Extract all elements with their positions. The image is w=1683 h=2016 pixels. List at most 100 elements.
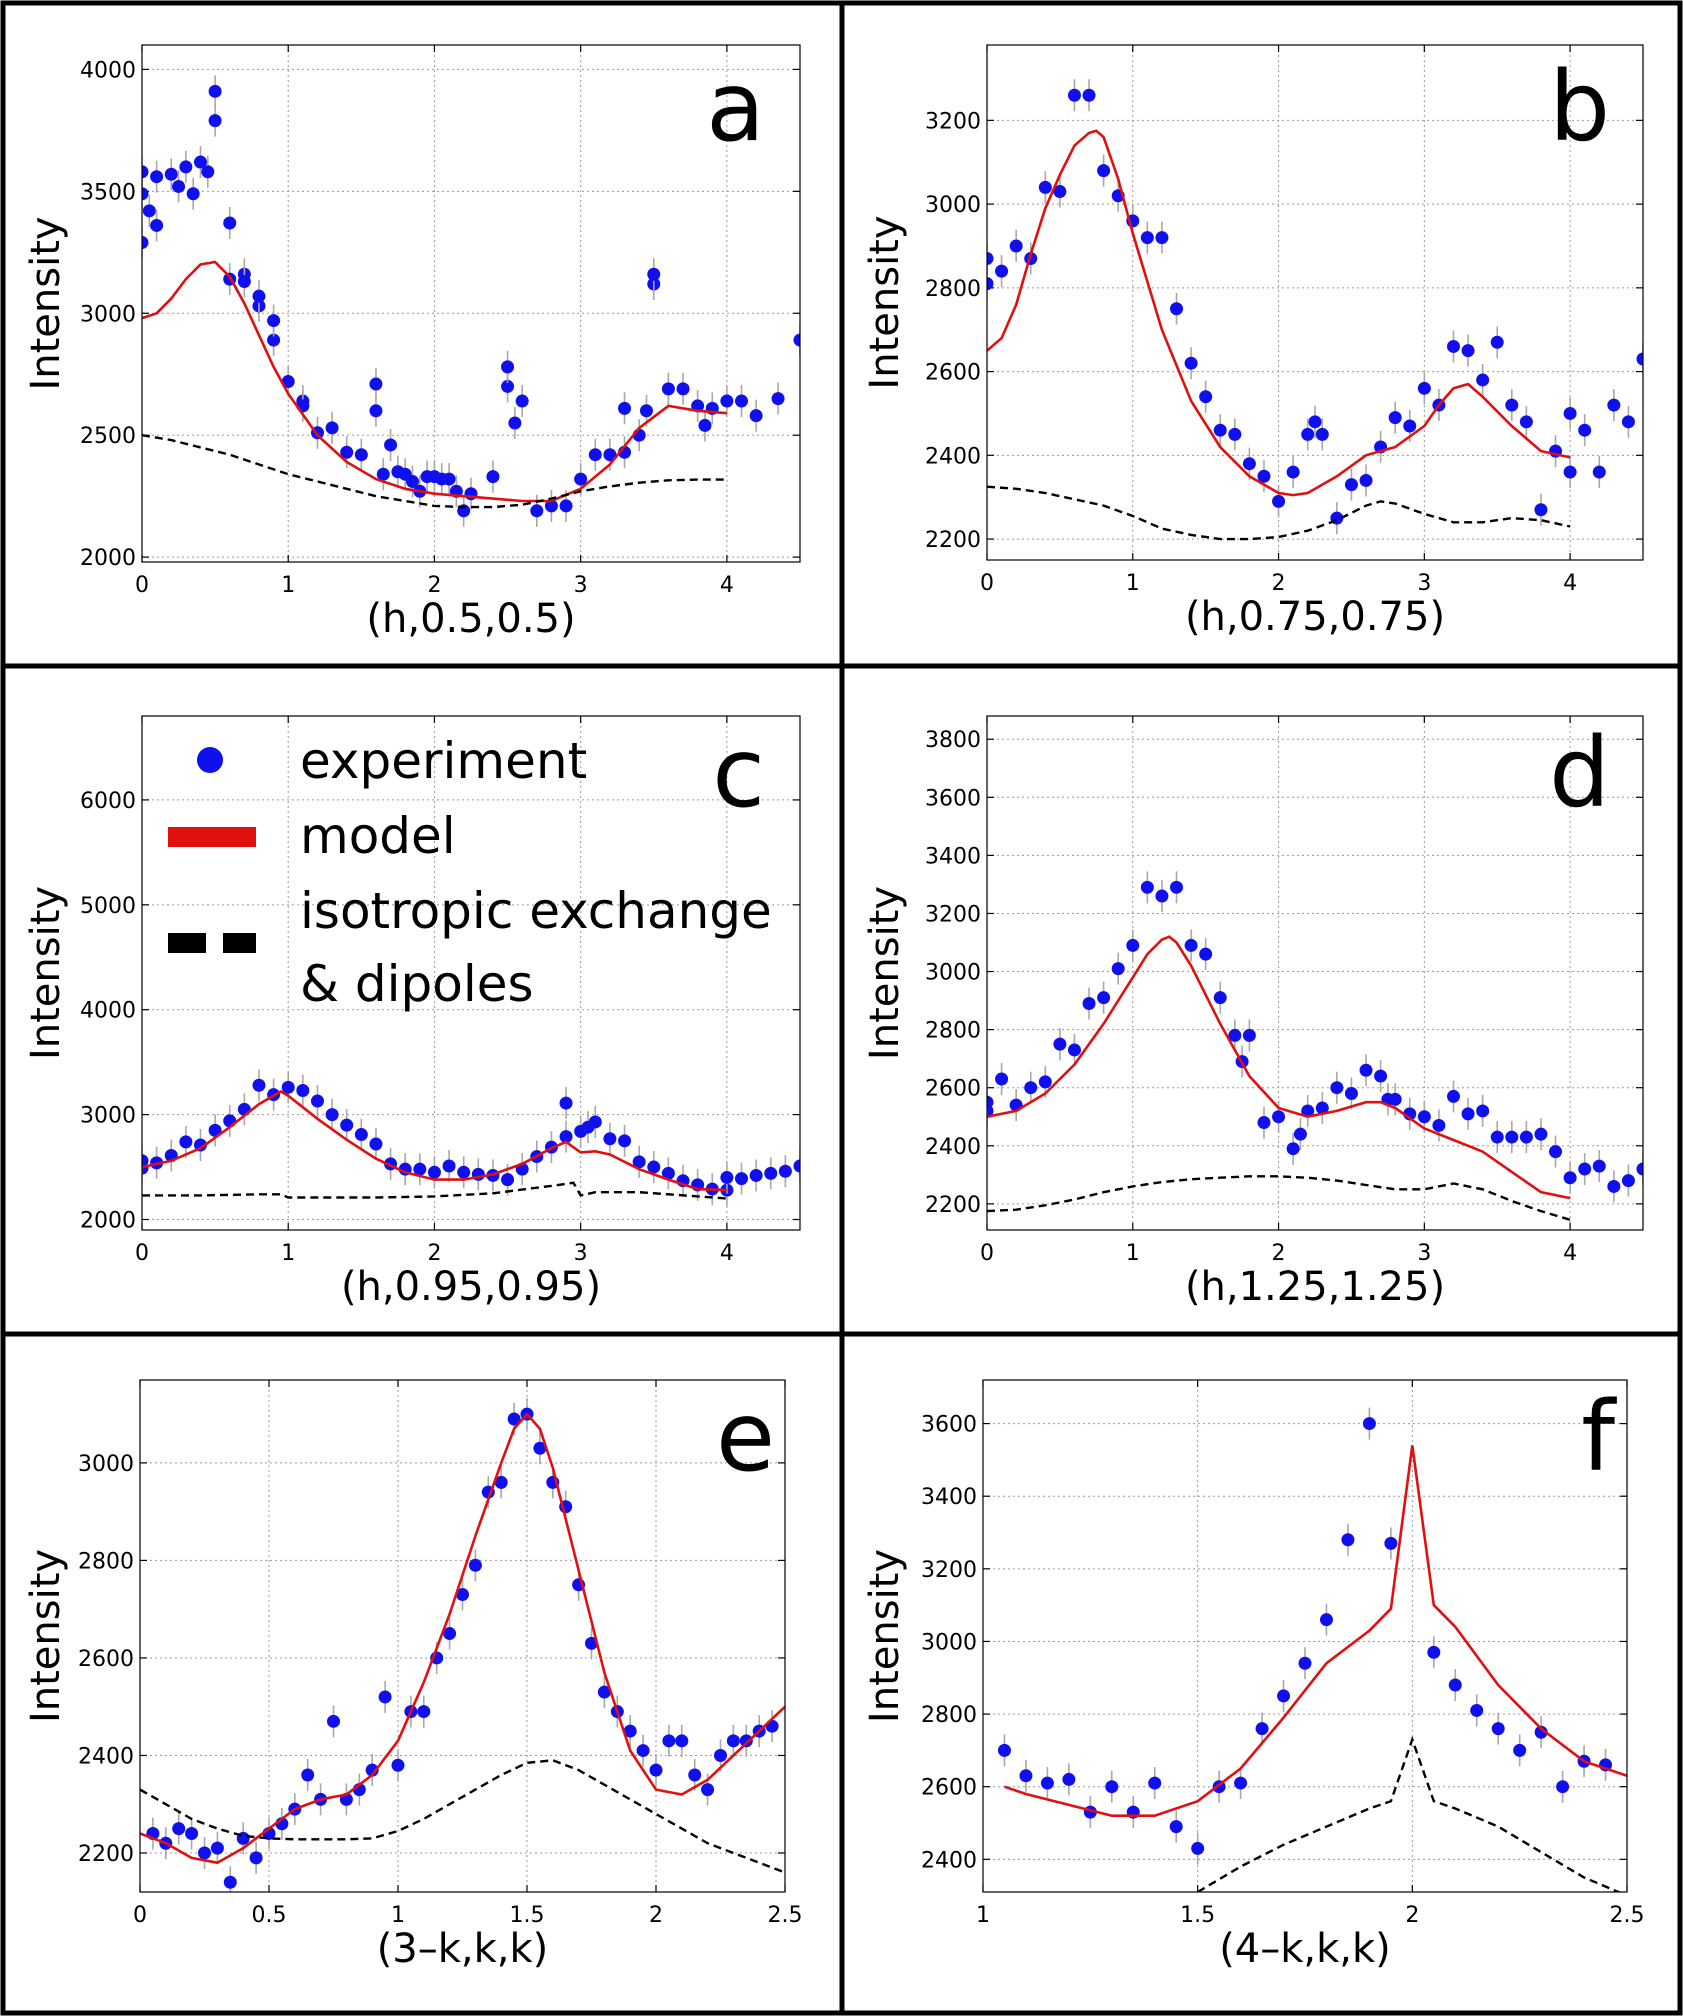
x-tick-label: 2.5 (768, 1903, 803, 1928)
data-point (142, 204, 156, 218)
model-line (142, 1090, 727, 1192)
y-tick-label: 2200 (925, 528, 981, 553)
data-point (1038, 1075, 1052, 1089)
data-point (1476, 373, 1490, 387)
plot-frame (982, 1379, 1628, 1893)
x-tick-label: 2 (1272, 1241, 1286, 1266)
data-point (1301, 427, 1315, 441)
data-point (1228, 427, 1242, 441)
data-point (1148, 1776, 1162, 1790)
data-point (365, 1763, 379, 1777)
data-point (720, 1171, 734, 1185)
data-point (559, 1130, 573, 1144)
data-point (1255, 1722, 1269, 1736)
data-point (649, 1763, 663, 1777)
data-point (340, 445, 354, 459)
data-point (778, 1164, 792, 1178)
data-point (1470, 1703, 1484, 1717)
data-point (1272, 494, 1286, 508)
isotropic-line (142, 1181, 727, 1200)
data-point (1257, 469, 1271, 483)
data-point (1242, 1028, 1256, 1042)
data-point (142, 236, 149, 250)
y-tick-label: 2800 (925, 277, 981, 302)
isotropic-line (987, 1175, 1571, 1221)
data-point (237, 1102, 251, 1116)
data-point (1319, 1613, 1333, 1627)
data-point (391, 1758, 405, 1772)
y-tick-label: 3400 (921, 1485, 977, 1510)
y-tick-label: 2600 (921, 1776, 977, 1801)
y-tick-label: 6000 (80, 789, 136, 814)
data-point (1097, 164, 1111, 178)
data-point (1126, 938, 1140, 952)
data-point (486, 470, 500, 484)
data-point (1286, 1142, 1300, 1156)
y-tick-label: 3200 (925, 902, 981, 927)
legend: experiment model isotropic exchange & dipol… (168, 732, 772, 1013)
model-line (987, 129, 1571, 497)
x-tick-label: 1 (391, 1903, 405, 1928)
legend-marker-model (168, 827, 256, 847)
data-point (688, 1768, 702, 1782)
data-point (997, 1743, 1011, 1757)
data-point (720, 394, 734, 408)
y-tick-label: 2200 (78, 1842, 134, 1867)
data-point (172, 1822, 186, 1836)
y-tick-label: 3000 (78, 1452, 134, 1477)
data-point (237, 275, 251, 289)
data-point (1170, 302, 1184, 316)
data-point (987, 277, 994, 291)
model-line (987, 935, 1571, 1200)
y-tick-label: 3000 (921, 1630, 977, 1655)
data-point (223, 1875, 237, 1889)
data-point (1344, 478, 1358, 492)
data-point (1359, 1063, 1373, 1077)
legend-label-experiment: experiment (300, 732, 587, 790)
x-tick-label: 1.5 (1180, 1903, 1215, 1928)
y-tick-label: 4000 (80, 58, 136, 83)
data-point (639, 404, 653, 418)
data-point (142, 187, 149, 201)
y-tick-label: 2800 (78, 1549, 134, 1574)
y-axis-label: Intensity (23, 216, 69, 390)
x-axis-label: (h,0.95,0.95) (341, 1264, 601, 1310)
data-point (1293, 1127, 1307, 1141)
data-point (1067, 1043, 1081, 1057)
data-point (1384, 1536, 1398, 1550)
data-point (603, 1132, 617, 1146)
data-point (1315, 1101, 1329, 1115)
y-tick-label: 3000 (925, 193, 981, 218)
data-point (735, 394, 749, 408)
x-axis-label: (4–k,k,k) (1219, 1926, 1391, 1972)
legend-marker-experiment (197, 747, 223, 773)
data-point (1490, 335, 1504, 349)
data-point (1191, 1841, 1205, 1855)
x-tick-label: 4 (1563, 571, 1577, 596)
data-point (623, 1724, 637, 1738)
y-tick-label: 2200 (925, 1193, 981, 1218)
x-tick-label: 0 (135, 1241, 149, 1266)
x-tick-label: 2.5 (1610, 1903, 1645, 1928)
x-axis-label: (h,1.25,1.25) (1185, 1264, 1445, 1310)
data-point (172, 179, 186, 193)
plot-area (987, 871, 1643, 1221)
panel-b: 0 1 2 3 4 2200 2400 2600 2800 3000 3200 (h,0.75,0.7… (839, 0, 1683, 669)
data-point (1403, 419, 1417, 433)
y-tick-label: 2400 (921, 1848, 977, 1873)
data-point (1140, 880, 1154, 894)
data-point (310, 1094, 324, 1108)
data-point (1534, 1725, 1548, 1739)
x-tick-label: 1 (976, 1903, 990, 1928)
data-point (179, 160, 193, 174)
isotropic-line (987, 485, 1571, 541)
data-point (559, 1096, 573, 1110)
y-axis-label: Intensity (862, 886, 908, 1060)
data-point (1341, 1533, 1355, 1547)
data-point (417, 1705, 431, 1719)
data-point (1427, 1645, 1441, 1659)
data-point (179, 1135, 193, 1149)
data-point (661, 1166, 675, 1180)
data-point (1272, 1110, 1286, 1124)
